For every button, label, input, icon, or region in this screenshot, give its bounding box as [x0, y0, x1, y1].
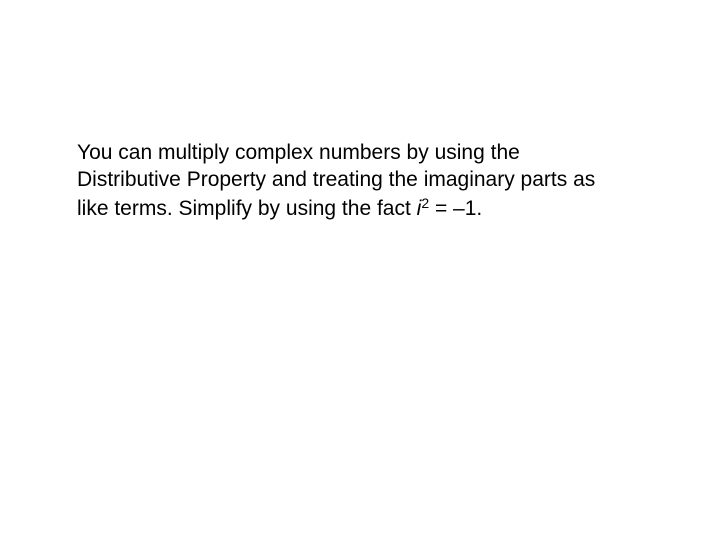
equation-suffix: = –1. [429, 197, 482, 220]
text-content-block: You can multiply complex numbers by usin… [77, 140, 617, 223]
paragraph: You can multiply complex numbers by usin… [77, 140, 617, 223]
exponent: 2 [421, 195, 429, 211]
text-segment-1: You can multiply complex numbers by usin… [77, 141, 485, 164]
text-segment-4-prefix: using the fact [286, 197, 417, 220]
